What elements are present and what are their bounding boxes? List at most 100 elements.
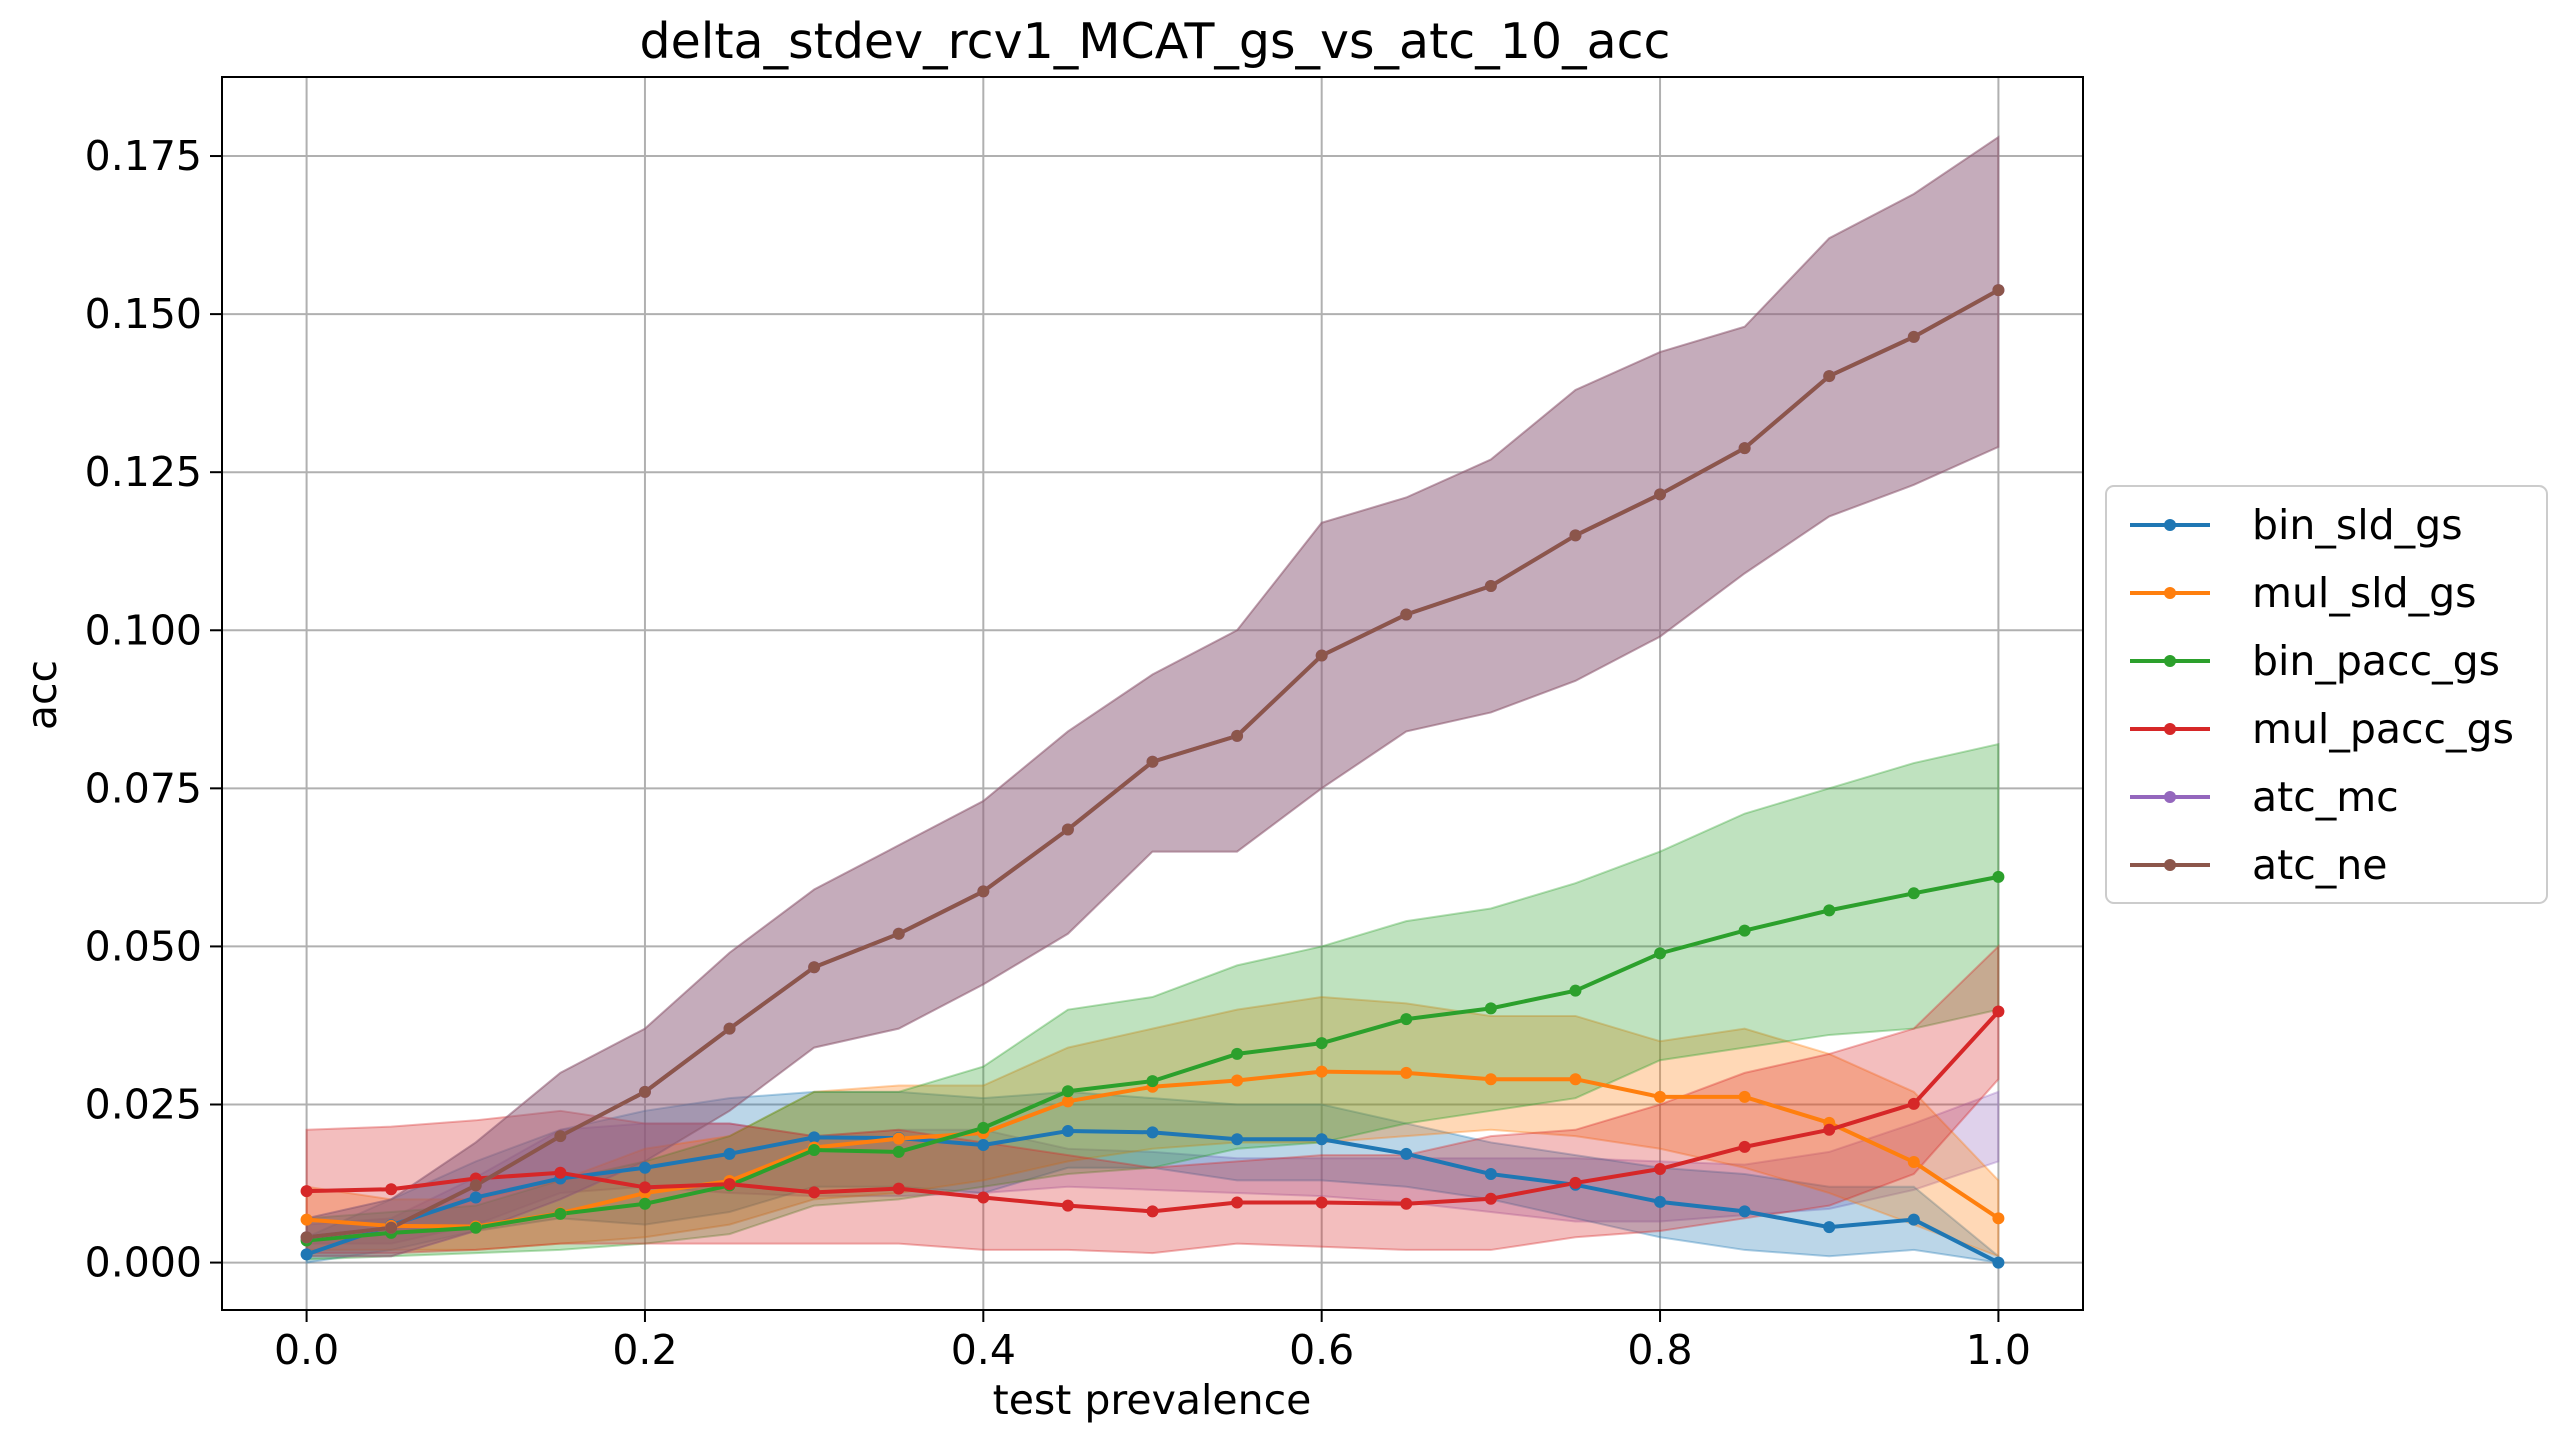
point-atc-ne-10 — [1146, 755, 1159, 768]
point-bin-sld-gs-12 — [1315, 1133, 1328, 1146]
point-bin-pacc-gs-16 — [1654, 947, 1667, 960]
point-mul-pacc-gs-16 — [1654, 1162, 1667, 1175]
point-bin-pacc-gs-2 — [469, 1221, 482, 1234]
y-tick-label-4: 0.100 — [85, 606, 202, 654]
legend-marker-atc-mc — [2164, 791, 2176, 803]
point-bin-sld-gs-8 — [977, 1138, 990, 1151]
point-mul-pacc-gs-17 — [1738, 1140, 1751, 1153]
point-atc-ne-13 — [1400, 608, 1413, 621]
point-atc-ne-19 — [1907, 330, 1920, 343]
point-bin-pacc-gs-19 — [1907, 887, 1920, 900]
x-axis-ticks: 0.0 0.2 0.4 0.6 0.8 1.0 — [274, 1310, 2031, 1374]
point-bin-pacc-gs-6 — [808, 1144, 821, 1157]
point-atc-ne-4 — [638, 1085, 651, 1098]
point-bin-sld-gs-17 — [1738, 1205, 1751, 1218]
point-bin-pacc-gs-17 — [1738, 924, 1751, 937]
legend-label-bin-sld-gs: bin_sld_gs — [2252, 501, 2463, 549]
point-atc-ne-15 — [1569, 529, 1582, 542]
point-bin-sld-gs-11 — [1231, 1133, 1244, 1146]
point-bin-sld-gs-18 — [1823, 1221, 1836, 1234]
point-mul-pacc-gs-18 — [1823, 1123, 1836, 1136]
point-atc-ne-5 — [723, 1022, 736, 1035]
point-mul-pacc-gs-8 — [977, 1191, 990, 1204]
point-bin-pacc-gs-14 — [1484, 1002, 1497, 1015]
point-atc-ne-3 — [554, 1130, 567, 1143]
y-tick-label-1: 0.025 — [85, 1081, 202, 1129]
y-tick-label-6: 0.150 — [85, 290, 202, 338]
legend: bin_sld_gs mul_sld_gs bin_pacc_gs mul_pacc_… — [2105, 485, 2548, 904]
x-tick-label-5: 1.0 — [1966, 1326, 2031, 1374]
y-axis-label: acc — [18, 660, 66, 730]
point-mul-sld-gs-19 — [1907, 1156, 1920, 1169]
point-mul-pacc-gs-6 — [808, 1186, 821, 1199]
point-bin-sld-gs-6 — [808, 1131, 821, 1144]
point-atc-ne-11 — [1231, 729, 1244, 742]
point-mul-pacc-gs-13 — [1400, 1197, 1413, 1210]
legend-marker-mul-pacc-gs — [2164, 723, 2176, 735]
point-mul-sld-gs-0 — [300, 1213, 313, 1226]
point-bin-pacc-gs-10 — [1146, 1075, 1159, 1088]
y-tick-label-3: 0.075 — [85, 764, 202, 812]
point-atc-ne-14 — [1484, 580, 1497, 593]
point-mul-sld-gs-9 — [1061, 1095, 1074, 1108]
point-mul-pacc-gs-4 — [638, 1181, 651, 1194]
point-atc-ne-1 — [385, 1221, 398, 1234]
x-tick-label-0: 0.0 — [274, 1326, 339, 1374]
legend-frame — [2105, 485, 2548, 904]
legend-label-bin-pacc-gs: bin_pacc_gs — [2252, 637, 2500, 685]
point-mul-sld-gs-16 — [1654, 1090, 1667, 1103]
point-bin-pacc-gs-4 — [638, 1197, 651, 1210]
point-bin-pacc-gs-15 — [1569, 984, 1582, 997]
point-mul-pacc-gs-14 — [1484, 1192, 1497, 1205]
point-mul-sld-gs-14 — [1484, 1073, 1497, 1086]
point-bin-pacc-gs-8 — [977, 1121, 990, 1134]
point-atc-ne-2 — [469, 1179, 482, 1192]
point-atc-ne-0 — [300, 1231, 313, 1244]
point-bin-pacc-gs-20 — [1992, 870, 2005, 883]
point-bin-pacc-gs-3 — [554, 1207, 567, 1220]
point-mul-sld-gs-20 — [1992, 1212, 2005, 1225]
legend-marker-bin-sld-gs — [2164, 519, 2176, 531]
x-tick-label-3: 0.6 — [1289, 1326, 1354, 1374]
point-mul-pacc-gs-0 — [300, 1185, 313, 1198]
point-bin-pacc-gs-11 — [1231, 1047, 1244, 1060]
band-atc-ne — [305, 135, 2000, 1258]
point-bin-sld-gs-4 — [638, 1161, 651, 1174]
point-bin-pacc-gs-13 — [1400, 1013, 1413, 1026]
y-tick-label-7: 0.175 — [85, 132, 202, 180]
point-mul-sld-gs-7 — [892, 1132, 905, 1145]
point-atc-ne-12 — [1315, 649, 1328, 662]
point-mul-pacc-gs-3 — [554, 1166, 567, 1179]
legend-marker-bin-pacc-gs — [2164, 655, 2176, 667]
legend-label-atc-ne: atc_ne — [2252, 841, 2387, 889]
legend-label-mul-pacc-gs: mul_pacc_gs — [2252, 705, 2514, 753]
point-mul-sld-gs-17 — [1738, 1090, 1751, 1103]
y-tick-label-5: 0.125 — [85, 448, 202, 496]
point-bin-sld-gs-16 — [1654, 1195, 1667, 1208]
point-mul-pacc-gs-5 — [723, 1178, 736, 1191]
point-bin-pacc-gs-9 — [1061, 1085, 1074, 1098]
point-mul-sld-gs-15 — [1569, 1073, 1582, 1086]
point-mul-pacc-gs-20 — [1992, 1005, 2005, 1018]
point-mul-pacc-gs-9 — [1061, 1199, 1074, 1212]
x-axis-label: test prevalence — [993, 1376, 1312, 1424]
point-mul-pacc-gs-15 — [1569, 1176, 1582, 1189]
point-atc-ne-9 — [1061, 823, 1074, 836]
point-mul-sld-gs-11 — [1231, 1074, 1244, 1087]
point-mul-sld-gs-13 — [1400, 1066, 1413, 1079]
x-tick-label-1: 0.2 — [612, 1326, 677, 1374]
series-markers — [300, 284, 2005, 1269]
point-mul-pacc-gs-1 — [385, 1183, 398, 1196]
point-bin-sld-gs-20 — [1992, 1256, 2005, 1269]
point-atc-ne-18 — [1823, 370, 1836, 383]
point-atc-ne-16 — [1654, 488, 1667, 501]
point-atc-ne-8 — [977, 885, 990, 898]
point-bin-sld-gs-0 — [300, 1248, 313, 1261]
x-tick-label-4: 0.8 — [1627, 1326, 1692, 1374]
point-bin-sld-gs-5 — [723, 1147, 736, 1160]
point-bin-sld-gs-14 — [1484, 1168, 1497, 1181]
legend-label-mul-sld-gs: mul_sld_gs — [2252, 569, 2476, 617]
point-mul-pacc-gs-7 — [892, 1182, 905, 1195]
point-bin-pacc-gs-7 — [892, 1145, 905, 1158]
